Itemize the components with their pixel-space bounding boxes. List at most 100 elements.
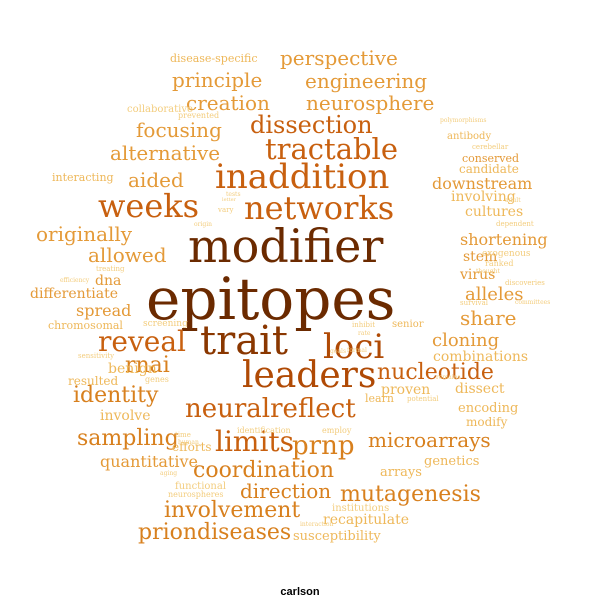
word-susceptibility: susceptibility: [293, 529, 381, 544]
word-inaddition: inaddition: [215, 157, 390, 197]
word-tractable: tractable: [265, 132, 398, 166]
word-exogenous: exogenous: [482, 249, 531, 259]
word-engineering: engineering: [305, 69, 428, 93]
word-microarrays: microarrays: [368, 428, 491, 452]
word-efficiency: efficiency: [60, 277, 90, 284]
cloud-caption: carlson: [280, 586, 320, 598]
word-encoding: encoding: [458, 401, 519, 416]
word-genes: genes: [145, 375, 169, 384]
word-prnp: prnp: [292, 431, 355, 461]
word-thought: thought: [476, 268, 500, 275]
word-formal: formal: [347, 347, 367, 354]
word-coordination: coordination: [193, 458, 335, 483]
word-identity: identity: [73, 383, 159, 408]
word-treating: treating: [96, 265, 125, 273]
word-weeks: weeks: [98, 187, 200, 225]
word-dissect: dissect: [455, 381, 505, 397]
word-time: time: [175, 431, 191, 439]
word-priondiseases: priondiseases: [138, 520, 292, 545]
word-survival: survival: [460, 299, 489, 307]
word-epitopes: epitopes: [146, 265, 396, 333]
word-antibody: antibody: [447, 131, 492, 142]
word-dependent: dependent: [496, 220, 534, 228]
word-employ: employ: [322, 426, 352, 435]
word-alleles: alleles: [465, 284, 524, 305]
word-learn: learn: [365, 392, 394, 405]
word-ranked: ranked: [485, 259, 514, 268]
word-neuralreflect: neuralreflect: [185, 394, 356, 424]
word-originally: originally: [36, 222, 133, 246]
word-dissection: dissection: [250, 111, 373, 139]
word-polymorphisms: polymorphisms: [440, 117, 487, 124]
word-vary: vary: [218, 206, 234, 214]
word-committees: committees: [515, 299, 551, 306]
word-proven: proven: [381, 382, 431, 398]
word-limits: limits: [215, 425, 295, 458]
word-recapitulate: recapitulate: [323, 512, 409, 528]
word-leaders: leaders: [242, 355, 377, 396]
word-shortening: shortening: [460, 230, 548, 249]
word-prevented: prevented: [178, 111, 220, 120]
word-involving: involving: [451, 189, 516, 205]
word-combinations: combinations: [433, 349, 529, 365]
word-cultures: cultures: [465, 204, 524, 220]
word-allowed: allowed: [88, 243, 167, 267]
word-modify: modify: [466, 415, 508, 429]
word-aided: aided: [128, 168, 184, 192]
word-identification: identification: [237, 426, 291, 435]
word-modifier: modifier: [188, 219, 384, 273]
word-inhibit: inhibit: [352, 321, 376, 329]
word-mutagenesis: mutagenesis: [340, 482, 481, 507]
word-conserved: conserved: [462, 152, 520, 165]
word-human: human: [178, 439, 199, 446]
word-downstream: downstream: [432, 174, 533, 193]
word-interaction: interaction: [300, 521, 334, 528]
word-senior: senior: [392, 319, 424, 330]
word-involve: involve: [100, 408, 151, 424]
word-cerebellar: cerebellar: [472, 143, 509, 151]
word-share: share: [460, 306, 517, 330]
word-efforts: efforts: [172, 440, 212, 454]
word-trait: trait: [200, 318, 288, 364]
word-chromosomal: chromosomal: [48, 319, 123, 332]
word-reveal: reveal: [98, 325, 186, 358]
word-networks: networks: [244, 189, 395, 227]
word-benign: benign: [108, 361, 157, 377]
word-sensitivity: sensitivity: [78, 352, 115, 360]
word-aging: aging: [160, 470, 178, 477]
word-stem: stem: [463, 249, 498, 265]
word-resulted: resulted: [68, 374, 119, 388]
word-dna: dna: [95, 273, 122, 289]
word-potential: potential: [407, 395, 439, 403]
word-origin: origin: [194, 221, 213, 228]
word-goals: goals: [330, 348, 347, 355]
word-arrays: arrays: [380, 465, 422, 480]
word-discoveries: discoveries: [505, 279, 545, 287]
word-neurospheres: neurospheres: [168, 490, 224, 499]
word-candidate: candidate: [459, 162, 519, 176]
word-perspective: perspective: [280, 46, 398, 70]
word-involvement: involvement: [164, 498, 301, 523]
word-genetics: genetics: [424, 454, 480, 469]
word-virus: virus: [460, 267, 496, 283]
word-collaborative: collaborative: [127, 104, 193, 115]
word-tests: tests: [226, 191, 241, 198]
word-rnai: rnai: [125, 353, 170, 378]
word-rate: rate: [358, 330, 371, 337]
word-disease-specific: disease-specific: [170, 52, 258, 65]
word-screening: screening: [143, 319, 188, 329]
word-neurosphere: neurosphere: [306, 91, 435, 115]
word-creation: creation: [186, 91, 270, 115]
word-institutions: institutions: [332, 503, 390, 514]
word-sampling: sampling: [77, 426, 179, 451]
word-focusing: focusing: [136, 118, 222, 142]
word-cloning: cloning: [432, 330, 500, 351]
word-principle: principle: [172, 68, 263, 92]
word-direction: direction: [240, 479, 332, 503]
word-alternative: alternative: [110, 141, 221, 165]
word-functional: functional: [175, 481, 227, 492]
word-adult: adult: [505, 197, 521, 204]
word-quantitative: quantitative: [100, 452, 198, 471]
word-nucleotide: nucleotide: [377, 360, 494, 385]
